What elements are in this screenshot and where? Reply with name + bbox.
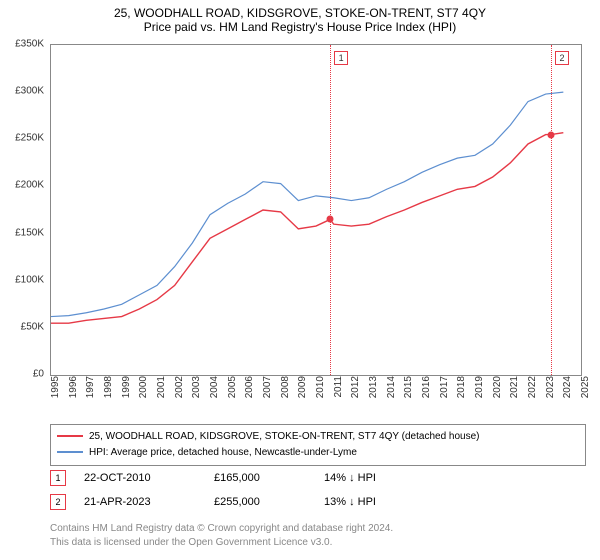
y-axis-labels: £0£50K£100K£150K£200K£250K£300K£350K [0,44,46,374]
x-tick-label: 1998 [103,376,114,398]
x-tick-label: 2019 [474,376,485,398]
x-tick-label: 2001 [156,376,167,398]
chart-lines [51,45,581,375]
x-tick-label: 2020 [492,376,503,398]
sale-row-1: 1 22-OCT-2010£165,00014% ↓ HPI [50,470,376,486]
chart-subtitle: Price paid vs. HM Land Registry's House … [0,20,600,38]
x-tick-label: 2004 [209,376,220,398]
sale-date: 22-OCT-2010 [84,472,214,484]
sale-marker: 1 [50,470,66,486]
x-tick-label: 1995 [50,376,61,398]
sale-delta: 13% ↓ HPI [324,496,376,508]
copyright-line1: Contains HM Land Registry data © Crown c… [50,523,393,534]
x-tick-label: 1996 [68,376,79,398]
series-hpi [51,92,563,316]
legend-swatch [57,435,83,437]
sale-price: £165,000 [214,472,324,484]
legend-swatch [57,451,83,453]
x-tick-label: 2016 [421,376,432,398]
x-tick-label: 2000 [138,376,149,398]
x-tick-label: 2009 [297,376,308,398]
x-tick-label: 2021 [509,376,520,398]
chart-legend: 25, WOODHALL ROAD, KIDSGROVE, STOKE-ON-T… [50,424,586,466]
marker-point-2 [547,131,554,138]
marker-vline-2 [551,45,552,375]
x-tick-label: 2014 [386,376,397,398]
y-tick-label: £350K [15,39,44,50]
y-tick-label: £100K [15,274,44,285]
x-tick-label: 2008 [280,376,291,398]
y-tick-label: £0 [33,369,44,380]
x-tick-label: 2006 [244,376,255,398]
legend-label: HPI: Average price, detached house, Newc… [89,447,357,458]
x-tick-label: 2007 [262,376,273,398]
x-tick-label: 2002 [174,376,185,398]
x-axis-labels: 1995 1996 1997 1998 1999 2000 2001 2002 2003 2004… [50,374,580,414]
x-tick-label: 2023 [545,376,556,398]
y-tick-label: £50K [21,321,44,332]
series-property [51,133,563,323]
y-tick-label: £300K [15,86,44,97]
legend-item-property: 25, WOODHALL ROAD, KIDSGROVE, STOKE-ON-T… [57,429,579,445]
x-tick-label: 2005 [227,376,238,398]
x-tick-label: 2003 [191,376,202,398]
chart-plot-area: 12 [50,44,582,376]
sale-delta: 14% ↓ HPI [324,472,376,484]
x-tick-label: 2017 [439,376,450,398]
x-tick-label: 1997 [85,376,96,398]
marker-box-2: 2 [555,51,569,65]
sale-price: £255,000 [214,496,324,508]
copyright-line2: This data is licensed under the Open Gov… [50,537,332,548]
x-tick-label: 2022 [527,376,538,398]
x-tick-label: 1999 [121,376,132,398]
x-tick-label: 2018 [456,376,467,398]
y-tick-label: £200K [15,180,44,191]
sale-marker: 2 [50,494,66,510]
legend-label: 25, WOODHALL ROAD, KIDSGROVE, STOKE-ON-T… [89,431,480,442]
x-tick-label: 2013 [368,376,379,398]
x-tick-label: 2025 [580,376,591,398]
marker-point-1 [327,216,334,223]
x-tick-label: 2024 [562,376,573,398]
x-tick-label: 2015 [403,376,414,398]
x-tick-label: 2010 [315,376,326,398]
marker-box-1: 1 [334,51,348,65]
marker-vline-1 [330,45,331,375]
x-tick-label: 2012 [350,376,361,398]
x-tick-label: 2011 [333,376,344,398]
y-tick-label: £250K [15,133,44,144]
sale-row-2: 2 21-APR-2023£255,00013% ↓ HPI [50,494,376,510]
copyright-notice: Contains HM Land Registry data © Crown c… [50,522,393,550]
y-tick-label: £150K [15,227,44,238]
chart-title: 25, WOODHALL ROAD, KIDSGROVE, STOKE-ON-T… [0,0,600,20]
legend-item-hpi: HPI: Average price, detached house, Newc… [57,445,579,461]
sale-date: 21-APR-2023 [84,496,214,508]
